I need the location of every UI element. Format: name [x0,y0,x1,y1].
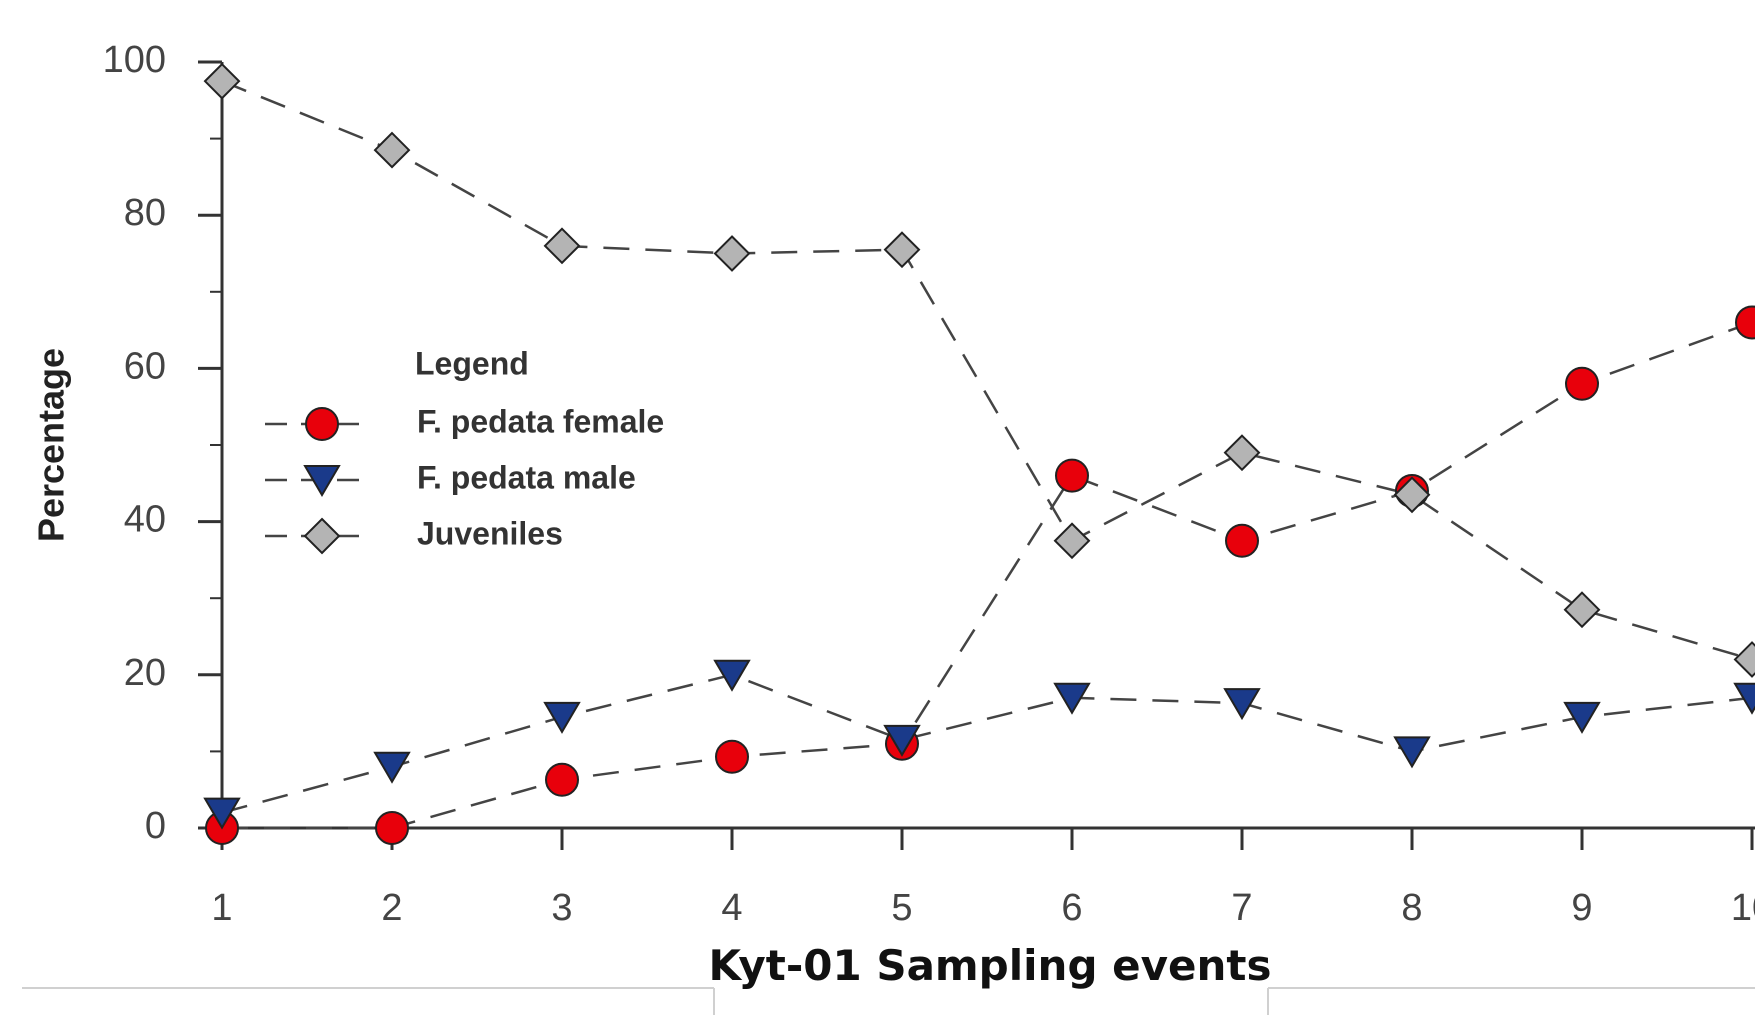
y-tick-label: 100 [103,39,166,81]
data-point [1053,682,1091,715]
x-tick-label: 8 [1401,887,1422,929]
x-tick-label: 5 [891,887,912,929]
series-line [222,321,1753,830]
data-point [1225,523,1259,558]
x-tick-label: 1 [211,887,232,929]
legend-label: F. pedata male [417,459,636,495]
data-point [373,131,411,169]
data-point [1393,476,1431,514]
data-point [1563,591,1601,629]
legend-marker [303,517,341,555]
data-point [203,797,241,830]
legend-marker [305,407,339,441]
data-point [545,762,579,797]
data-point [375,811,409,845]
x-tick-label: 3 [551,887,572,929]
data-point [1565,366,1599,401]
data-point [1733,682,1755,715]
y-tick-label: 0 [145,805,166,847]
legend-marker [303,465,341,497]
data-point [1735,305,1755,340]
y-tick-label: 80 [124,192,166,234]
x-tick-label: 10 [1731,887,1755,929]
y-tick-label: 20 [124,652,166,694]
data-point [1393,736,1431,769]
x-tick-label: 7 [1231,887,1252,929]
x-tick-label: 6 [1061,887,1082,929]
x-axis-label: Kyt-01 Sampling events [709,941,1272,990]
data-point [543,227,581,265]
y-axis-label: Percentage [31,348,72,542]
y-tick-label: 60 [124,345,166,387]
data-point [1055,458,1089,493]
y-tick-label: 40 [124,499,166,541]
data-point [1053,522,1091,560]
data-point [713,659,751,692]
data-point [543,701,581,734]
data-point [373,751,411,784]
data-point [1733,641,1755,678]
data-point [203,62,241,100]
data-point [1223,688,1261,721]
x-tick-label: 4 [721,887,742,929]
x-tick-label: 2 [381,887,402,929]
data-point [1223,434,1261,472]
x-tick-label: 9 [1571,887,1592,929]
legend-label: Juveniles [417,515,563,551]
data-point [883,724,921,757]
data-point [883,231,921,269]
data-point [1563,701,1601,734]
data-point [715,739,749,774]
series-line [221,79,1753,661]
series-line [221,673,1753,814]
legend-title: Legend [415,345,529,381]
legend-label: F. pedata female [417,403,664,439]
data-point [713,235,751,272]
